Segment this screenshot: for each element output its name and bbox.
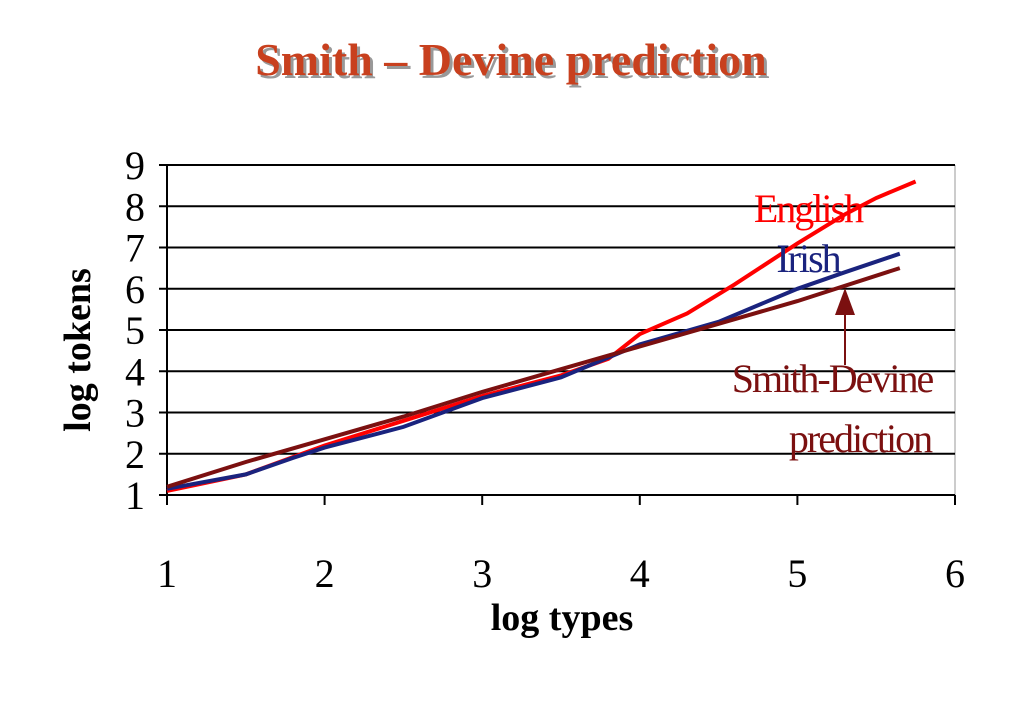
arrow-head xyxy=(835,288,855,315)
y-tick-label: 2 xyxy=(125,432,145,477)
y-tick-label: 7 xyxy=(125,226,145,271)
y-axis-label: log tokens xyxy=(57,268,99,432)
y-tick-label: 5 xyxy=(125,308,145,353)
x-tick-label: 1 xyxy=(157,551,177,596)
x-tick-label: 2 xyxy=(315,551,335,596)
x-axis-label: log types xyxy=(491,597,634,639)
x-tick-label: 3 xyxy=(472,551,492,596)
y-tick-label: 4 xyxy=(125,349,145,394)
y-tick-label: 8 xyxy=(125,184,145,229)
series-label: Irish xyxy=(776,236,841,281)
x-tick-label: 5 xyxy=(787,551,807,596)
series-label: English xyxy=(754,186,864,231)
x-tick-label: 6 xyxy=(945,551,965,596)
annotation: prediction xyxy=(789,416,933,461)
y-tick-label: 9 xyxy=(125,143,145,188)
series-line xyxy=(166,179,917,493)
y-tick-label: 3 xyxy=(125,391,145,436)
y-tick-label: 1 xyxy=(125,473,145,518)
chart-title: Smith – Devine prediction xyxy=(255,34,767,85)
series-label: Smith-Devine xyxy=(732,356,934,401)
title-shadow: Smith – Devine prediction xyxy=(258,37,770,88)
series-line xyxy=(166,251,901,491)
x-tick-label: 4 xyxy=(630,551,650,596)
y-tick-label: 6 xyxy=(125,267,145,312)
series-line xyxy=(166,266,901,489)
